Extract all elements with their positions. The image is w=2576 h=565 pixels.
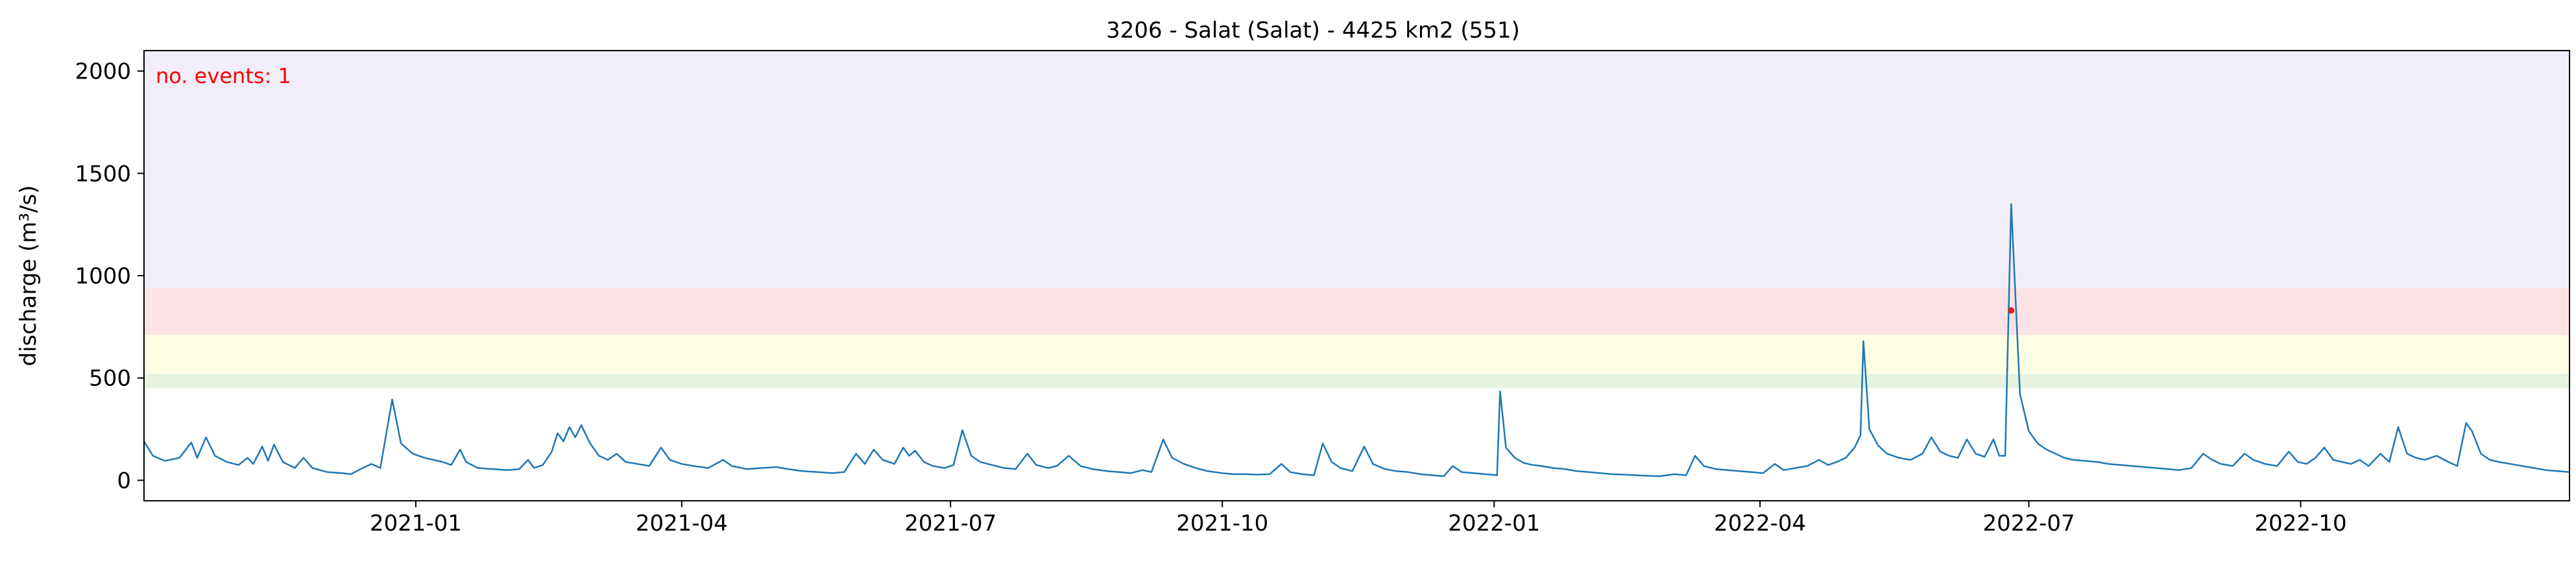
threshold-bands	[144, 51, 2570, 389]
series-layer	[143, 203, 2570, 477]
x-tick-label: 2022-04	[1714, 511, 1806, 536]
x-tick-label: 2021-10	[1176, 511, 1268, 536]
x-tick-label: 2021-07	[904, 511, 996, 536]
y-tick-label: 2000	[75, 59, 131, 85]
threshold-band	[144, 374, 2570, 389]
x-tick-label: 2022-07	[1983, 511, 2075, 536]
x-tick-label: 2021-01	[370, 511, 462, 536]
y-tick-label: 500	[89, 366, 131, 392]
discharge-series-line	[143, 203, 2570, 477]
x-tick-label: 2022-01	[1448, 511, 1540, 536]
x-tick-label: 2021-04	[636, 511, 728, 536]
events-annotation: no. events: 1	[156, 64, 291, 88]
threshold-band	[144, 51, 2570, 288]
threshold-band	[144, 287, 2570, 335]
y-axis-ticks: 0 500 1000 1500 2000	[75, 59, 144, 494]
chart-title: 3206 - Salat (Salat) - 4425 km2 (551)	[1106, 18, 1520, 43]
y-tick-label: 1500	[75, 161, 131, 187]
threshold-band	[144, 335, 2570, 374]
x-tick-label: 2022-10	[2255, 511, 2347, 536]
x-axis-ticks: 2021-01 2021-04 2021-07 2021-10 2022-01 2022-…	[370, 501, 2347, 536]
event-markers	[2008, 307, 2015, 314]
y-axis-label: discharge (m³/s)	[16, 186, 42, 367]
y-tick-label: 0	[117, 468, 131, 494]
event-point	[2008, 307, 2015, 314]
y-tick-label: 1000	[75, 263, 131, 289]
